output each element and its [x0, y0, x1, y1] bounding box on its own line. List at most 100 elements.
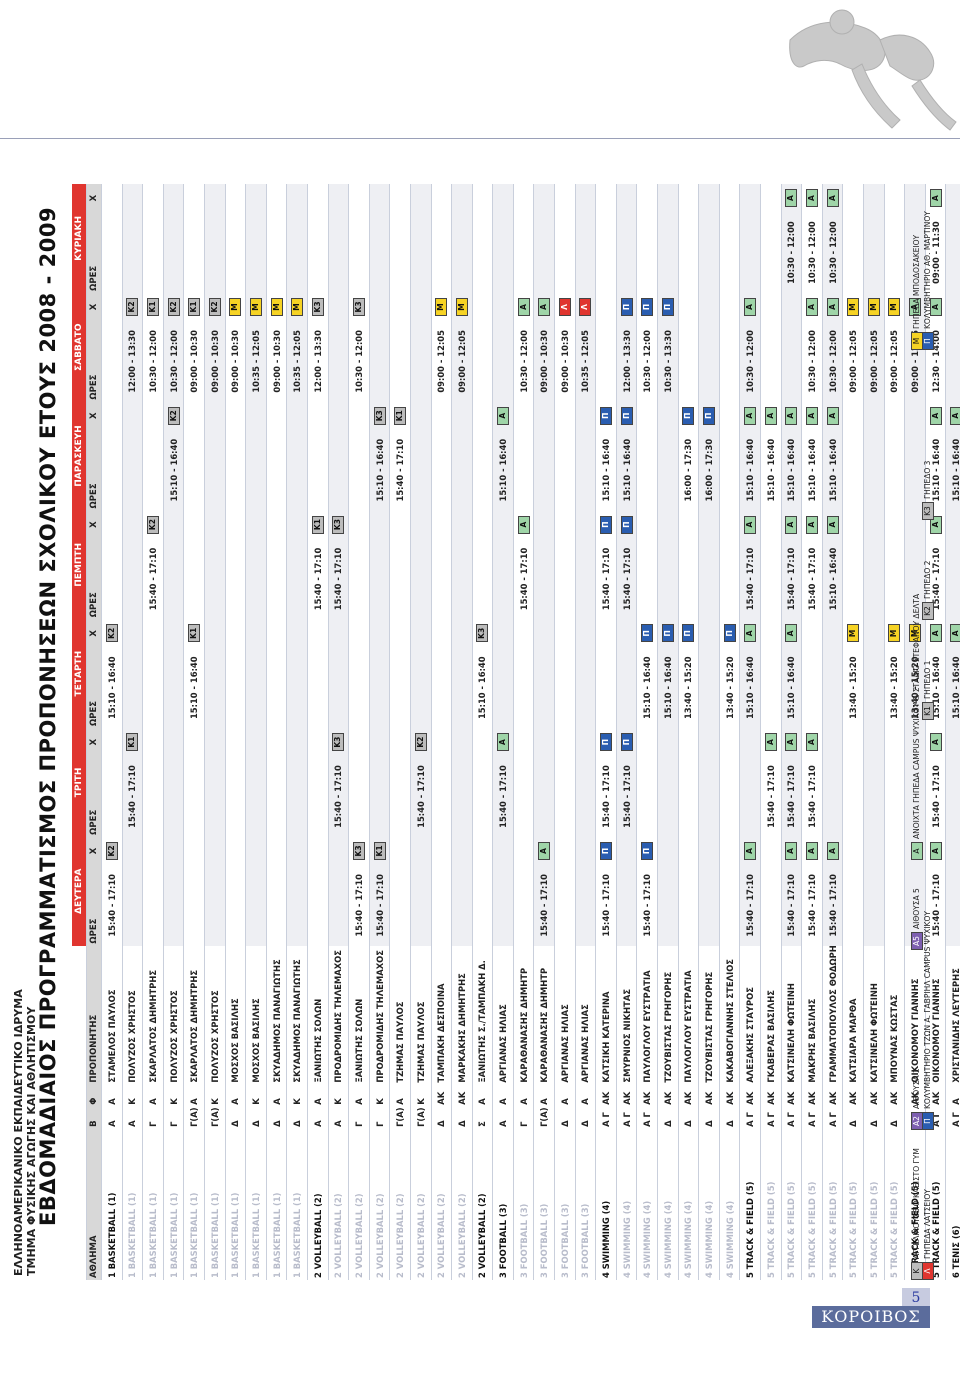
column-header-hours: ΩΡΕΣ: [86, 865, 102, 946]
hours-cell: [657, 756, 679, 837]
gender-cell: ΑΚ: [451, 1084, 473, 1107]
venue-cell: Κ2: [101, 619, 123, 648]
table-row: 2 VOLLEYBALL (2) Δ ΑΚ ΤΑΜΠΑΚΗ ΔΕΣΠΟΙΝΑ 09:00…: [431, 184, 452, 1280]
hours-cell: 10:35 - 12:05: [286, 321, 308, 402]
table-row: 1 BASKETBALL (1) Α Α ΣΤΑΜΕΛΟΣ ΠΑΥΛΟΣ 15:40 -…: [101, 184, 123, 1280]
venue-cell: Α: [739, 510, 761, 539]
venue-cell: [389, 619, 411, 648]
venue-cell: Π: [595, 728, 617, 757]
venue-cell: [204, 619, 226, 648]
coach-cell: ΚΑΤΣΙΝΕΛΗ ΦΩΤΕΙΝΗ: [781, 945, 802, 1085]
column-header-row: ΑΘΛΗΜΑ Β Φ ΠΡΟΠΟΝΗΤΗΣ ΩΡΕΣ Χ ΩΡΕΣ Χ ΩΡΕΣ Χ ΩΡΕΣ Χ ΩΡ…: [86, 184, 102, 1280]
hours-cell: [760, 538, 782, 620]
day-header: ΤΡΙΤΗ: [72, 728, 87, 837]
column-header-b: Β: [86, 1106, 102, 1129]
venue-cell: [348, 510, 370, 539]
hours-cell: [431, 647, 452, 729]
venue-cell: [884, 836, 905, 866]
page-number: 5: [902, 1288, 930, 1308]
gender-cell: Α: [101, 1084, 123, 1107]
venue-cell: Α: [760, 401, 782, 430]
hours-cell: [719, 212, 740, 293]
hours-cell: [678, 756, 699, 837]
rotated-schedule-sheet: ΕΛΛΗΝΟΑΜΕΡΙΚΑΝΙΚΟ ΕΚΠΑΙΔΕΥΤΙΚΟ ΙΔΡΥΜΑ ΤΜ…: [6, 178, 960, 1286]
sport-cell: 2 VOLLEYBALL (2): [389, 1128, 411, 1280]
hours-cell: [657, 865, 679, 946]
hours-cell: 15:40 - 17:10: [595, 756, 617, 837]
class-cell: Α Γ: [945, 1106, 960, 1129]
hours-cell: [122, 865, 143, 946]
hours-cell: 15:40 - 17:10: [781, 538, 802, 620]
hours-cell: [719, 865, 740, 946]
table-row: 1 BASKETBALL (1) Γ(Α) Κ ΠΟΛΥΖΟΣ ΧΡΗΣΤΟΣ 09:0…: [204, 184, 226, 1280]
venue-cell: [492, 292, 514, 322]
venue-badge: Α: [785, 406, 798, 425]
legend-label: ΓΗΠΕΔΟ 1: [923, 660, 932, 699]
legend-label: ΓΗΠΕΔΟ 2: [923, 560, 932, 599]
venue-badge: Α: [826, 189, 839, 208]
venue-cell: [739, 728, 761, 757]
column-header-x: Χ: [86, 836, 102, 866]
hours-cell: 16:00 - 17:30: [698, 429, 720, 511]
venue-cell: Π: [616, 292, 637, 322]
sport-cell: 1 BASKETBALL (1): [163, 1128, 184, 1280]
class-cell: Δ: [245, 1106, 267, 1129]
column-header-x: Χ: [86, 292, 102, 322]
venue-badge: Α: [744, 515, 757, 534]
venue-badge: Κ3: [311, 297, 324, 316]
hours-cell: 15:40 - 17:10: [533, 865, 555, 946]
venue-cell: [163, 184, 184, 213]
hours-cell: [472, 429, 493, 511]
class-cell: Α: [328, 1106, 349, 1129]
venue-cell: [945, 184, 960, 213]
coach-cell: ΚΑΡΑΘΑΝΑΣΗΣ ΔΗΜΗΤΡ: [513, 945, 534, 1085]
hours-cell: [533, 429, 555, 511]
hours-cell: [760, 865, 782, 946]
venue-cell: [183, 184, 205, 213]
day-header: ΤΕΤΑΡΤΗ: [72, 619, 87, 729]
hours-cell: [616, 865, 637, 946]
venue-badge: Α: [950, 624, 960, 643]
venue-cell: Μ: [884, 292, 905, 322]
table-row: 2 VOLLEYBALL (2) Γ(Α) Α ΤΖΗΜΑΣ ΠΑΥΛΟΣ 15:40 …: [389, 184, 411, 1280]
venue-badge: Π: [723, 624, 736, 643]
venue-badge: Α: [805, 297, 818, 316]
hours-cell: [945, 538, 960, 620]
venue-cell: [863, 184, 885, 213]
hours-cell: 15:40 - 17:10: [389, 429, 411, 511]
venue-cell: Α: [945, 401, 960, 430]
hours-cell: [286, 212, 308, 293]
hours-cell: [554, 865, 576, 946]
venue-cell: [842, 836, 864, 866]
venue-badge: Μ: [435, 297, 448, 316]
sport-cell: 1 BASKETBALL (1): [122, 1128, 143, 1280]
hours-cell: [698, 647, 720, 729]
column-header-sport: ΑΘΛΗΜΑ: [86, 1128, 102, 1280]
venue-badge: Α: [805, 733, 818, 752]
venue-cell: [636, 510, 658, 539]
hours-cell: [657, 429, 679, 511]
venue-cell: [101, 292, 123, 322]
venue-cell: [431, 619, 452, 648]
sport-cell: 5 TRACK & FIELD (5): [822, 1128, 843, 1280]
legend-item: Κ1 ΓΗΠΕΔΟ 1: [922, 661, 934, 720]
venue-badge: Κ3: [373, 406, 386, 425]
hours-cell: 15:40 - 17:10: [781, 756, 802, 837]
coach-cell: ΠΡΟΔΡΟΜΙΔΗΣ ΤΗΛΕΜΑΧΟΣ: [369, 945, 390, 1085]
coach-cell: ΜΟΣΧΟΣ ΒΑΣΙΛΗΣ: [245, 945, 267, 1085]
class-cell: Δ: [719, 1106, 740, 1129]
venue-cell: [348, 619, 370, 648]
gender-cell: ΑΚ: [698, 1084, 720, 1107]
table-row: 5 TRACK & FIELD (5) Α Γ ΑΚ ΚΑΤΣΙΝΕΛΗ ΦΩΤΕΙΝ…: [781, 184, 802, 1280]
sport-cell: 5 TRACK & FIELD (5): [863, 1128, 885, 1280]
venue-cell: [472, 184, 493, 213]
venue-cell: [389, 728, 411, 757]
hours-cell: 15:40 - 17:10: [307, 538, 329, 620]
venue-cell: [616, 836, 637, 866]
hours-cell: 15:10 - 16:40: [801, 429, 823, 511]
venue-cell: [945, 510, 960, 539]
hours-cell: [245, 538, 267, 620]
gender-cell: ΑΚ: [801, 1084, 823, 1107]
hours-cell: 15:10 - 16:40: [657, 647, 679, 729]
hours-cell: 13:40 - 15:20: [884, 647, 905, 729]
